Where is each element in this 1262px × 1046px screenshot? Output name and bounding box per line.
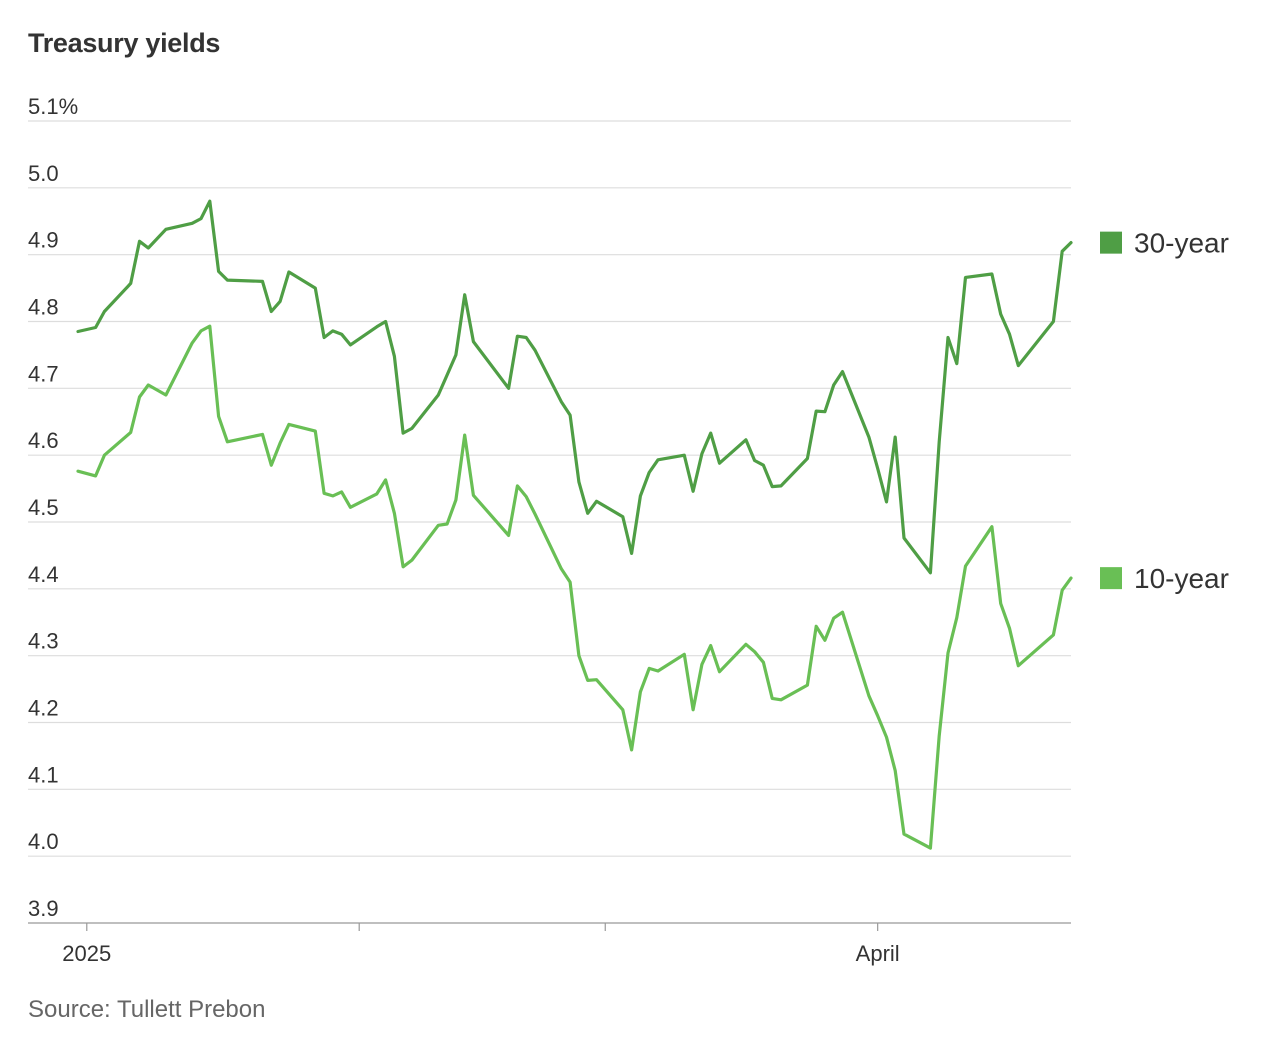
source-note: Source: Tullett Prebon — [28, 996, 266, 1023]
y-tick-label: 4.3 — [28, 629, 59, 654]
y-tick-label: 4.8 — [28, 295, 59, 320]
series-line-30-year — [76, 199, 1073, 575]
y-tick-label: 5.0 — [28, 161, 59, 186]
y-tick-label: 4.9 — [28, 228, 59, 253]
y-tick-label: 4.6 — [28, 428, 59, 453]
y-tick-label: 4.2 — [28, 696, 59, 721]
legend: 30-year 10-year — [1100, 228, 1229, 594]
y-tick-label: 4.5 — [28, 495, 59, 520]
y-tick-label: 4.4 — [28, 562, 59, 587]
chart-title: Treasury yields — [28, 28, 221, 58]
legend-label-10-year: 10-year — [1134, 563, 1229, 594]
y-tick-label: 4.7 — [28, 361, 59, 386]
legend-swatch-10-year — [1100, 567, 1122, 590]
gridlines — [28, 120, 1071, 924]
y-tick-label: 5.1% — [28, 94, 78, 119]
y-tick-label: 4.1 — [28, 762, 59, 787]
x-tick-label: 2025 — [62, 941, 111, 966]
legend-swatch-30-year — [1100, 231, 1122, 254]
x-tick-label: April — [856, 941, 900, 966]
y-tick-label: 3.9 — [28, 896, 59, 921]
y-axis-ticks: 5.1% 5.0 4.9 4.8 4.7 4.6 4.5 4.4 4.3 4.2 4.1 4.0 3.9 — [28, 94, 78, 921]
series-line-10-year — [76, 324, 1073, 850]
x-axis: 2025 April — [62, 923, 900, 966]
legend-label-30-year: 30-year — [1134, 228, 1229, 259]
series-lines — [76, 199, 1073, 850]
y-tick-label: 4.0 — [28, 829, 59, 854]
